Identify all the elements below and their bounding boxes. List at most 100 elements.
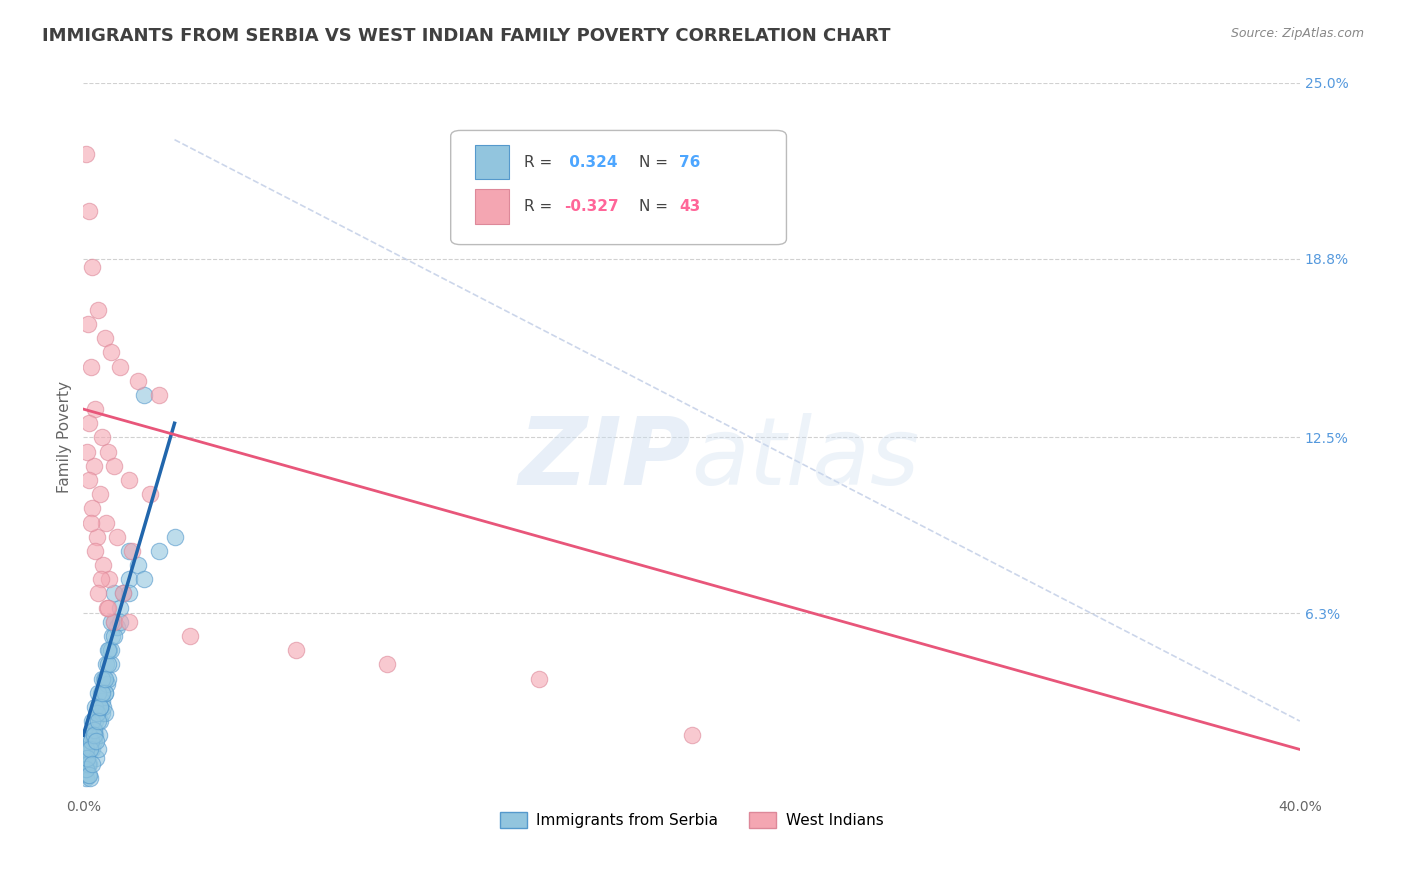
Point [89,699,111,714]
Point [101,629,124,643]
Point [75,146,97,161]
Point [83,458,105,473]
Point [87,302,110,317]
Point [94,706,117,720]
FancyBboxPatch shape [475,145,509,179]
Point [163,530,186,544]
Point [118,572,141,586]
Point [377,657,399,672]
Point [118,544,141,558]
Point [139,487,162,501]
Text: -0.327: -0.327 [564,199,619,214]
Point [79,417,101,431]
Point [89,699,111,714]
Point [84,728,107,742]
Point [83,728,105,742]
Point [87,714,110,728]
Point [77,742,100,756]
Point [96,600,118,615]
Point [681,728,703,742]
Point [83,734,105,748]
Point [94,657,117,672]
Point [100,657,122,672]
Point [134,388,156,402]
Text: IMMIGRANTS FROM SERBIA VS WEST INDIAN FAMILY POVERTY CORRELATION CHART: IMMIGRANTS FROM SERBIA VS WEST INDIAN FA… [42,27,890,45]
Point [529,672,551,686]
Point [103,629,125,643]
Point [93,686,115,700]
FancyBboxPatch shape [475,189,509,224]
Point [98,643,121,657]
Text: R =: R = [523,199,557,214]
Point [103,586,125,600]
Point [100,643,122,657]
Text: atlas: atlas [692,413,920,504]
Point [94,516,117,530]
Text: 76: 76 [679,155,700,169]
Point [93,672,115,686]
Point [118,615,141,629]
Point [118,473,141,487]
Point [93,672,115,686]
Point [111,586,134,600]
Point [86,530,108,544]
Point [76,751,98,765]
Text: N =: N = [640,155,673,169]
Legend: Immigrants from Serbia, West Indians: Immigrants from Serbia, West Indians [494,805,890,834]
Point [118,586,141,600]
Point [86,706,108,720]
Point [80,359,103,374]
Text: Source: ZipAtlas.com: Source: ZipAtlas.com [1230,27,1364,40]
Point [84,751,107,765]
Point [77,768,100,782]
Point [87,699,110,714]
Point [111,586,134,600]
Text: R =: R = [523,155,557,169]
Point [80,728,103,742]
Point [148,544,170,558]
Point [80,516,103,530]
Point [108,359,131,374]
Point [105,620,128,634]
Point [73,756,96,771]
Point [75,762,97,776]
Point [100,345,122,359]
Point [127,374,149,388]
Point [84,402,107,417]
Point [89,487,111,501]
Point [98,572,121,586]
Point [80,501,103,516]
Point [77,473,100,487]
Point [83,723,105,737]
Point [93,686,115,700]
Point [75,762,97,776]
Point [86,706,108,720]
Point [87,742,110,756]
Y-axis label: Family Poverty: Family Poverty [58,382,72,493]
Point [97,657,120,672]
Point [93,331,115,345]
Point [100,615,122,629]
Text: ZIP: ZIP [519,413,692,505]
Point [105,530,128,544]
Point [79,728,101,742]
Point [75,742,97,756]
Point [80,734,103,748]
Point [87,686,110,700]
Point [103,458,125,473]
Point [82,714,104,728]
FancyBboxPatch shape [451,130,786,244]
Point [76,751,98,765]
Text: 0.324: 0.324 [564,155,617,169]
Point [82,742,104,756]
Point [79,756,101,771]
Point [87,586,110,600]
Point [79,771,101,785]
Point [75,771,97,785]
Point [83,714,105,728]
Point [148,388,170,402]
Point [97,672,120,686]
Point [80,756,103,771]
Point [79,742,101,756]
Point [127,558,149,572]
